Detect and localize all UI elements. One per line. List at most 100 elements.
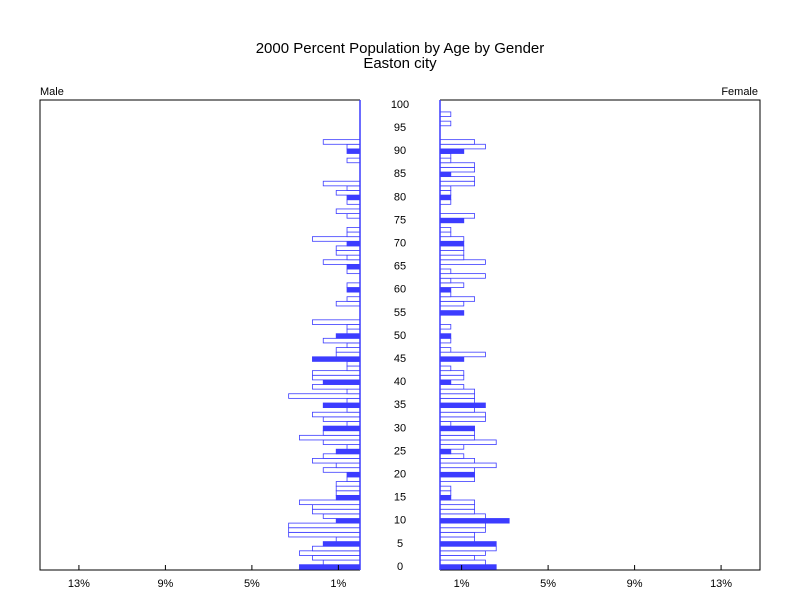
bar: [335, 250, 361, 256]
bar: [335, 536, 361, 542]
bar: [439, 245, 465, 251]
bar: [439, 250, 465, 256]
bar: [346, 240, 361, 247]
bar: [322, 337, 361, 344]
y-tick-label: 50: [394, 330, 406, 342]
bar: [439, 356, 465, 362]
y-tick-label: 45: [394, 353, 406, 365]
bar: [439, 402, 486, 409]
bar: [439, 259, 486, 265]
bar: [322, 425, 361, 432]
x-tick-label: 9%: [627, 578, 643, 590]
bar: [439, 351, 486, 358]
bar: [439, 231, 452, 238]
bar: [346, 143, 361, 150]
bar: [288, 522, 361, 529]
bar: [439, 148, 465, 154]
bar: [439, 490, 452, 496]
bar: [288, 393, 361, 399]
bar: [346, 476, 361, 482]
bar: [439, 176, 475, 182]
x-tick-label: 5%: [540, 578, 556, 590]
bar: [346, 227, 361, 233]
y-tick-label: 30: [394, 422, 406, 434]
bar: [439, 564, 497, 570]
bar: [322, 439, 361, 445]
bar: [346, 213, 361, 219]
bar: [439, 504, 475, 510]
bar: [346, 342, 361, 348]
bar: [312, 545, 361, 552]
bar: [439, 190, 452, 196]
panel-label: Male: [40, 86, 64, 98]
bar: [439, 143, 486, 150]
bar: [439, 416, 486, 422]
bar: [439, 111, 452, 117]
bar: [439, 171, 452, 178]
bar: [439, 397, 475, 404]
bar: [439, 407, 475, 413]
bar: [335, 485, 361, 492]
bar: [346, 407, 361, 413]
y-tick-label: 90: [394, 145, 406, 157]
y-tick-label: 70: [394, 238, 406, 250]
bar: [312, 384, 361, 390]
bar: [439, 162, 475, 168]
bar: [312, 319, 361, 325]
bar: [439, 337, 452, 344]
bar: [299, 564, 361, 570]
bar: [439, 379, 452, 385]
bar: [346, 157, 361, 164]
bar: [312, 356, 361, 362]
bar: [312, 236, 361, 242]
bar: [335, 333, 361, 339]
y-tick-label: 100: [391, 99, 409, 111]
bar: [439, 453, 465, 459]
bar: [439, 139, 475, 145]
bar: [335, 462, 361, 469]
bar: [312, 411, 361, 418]
x-tick-label: 1%: [330, 578, 346, 590]
bar: [335, 481, 361, 487]
x-tick-label: 1%: [454, 578, 470, 590]
bar: [439, 213, 475, 219]
bar: [439, 425, 475, 432]
y-tick-label: 10: [394, 515, 406, 527]
y-tick-label: 5: [397, 538, 403, 550]
bar: [439, 296, 475, 302]
bar: [439, 370, 465, 376]
bar: [335, 245, 361, 251]
bar: [439, 166, 475, 173]
bar: [439, 518, 510, 524]
bar: [322, 259, 361, 265]
x-tick-label: 9%: [157, 578, 173, 590]
bar: [299, 434, 361, 441]
bar: [346, 231, 361, 238]
bar: [439, 444, 465, 450]
bar: [335, 448, 361, 455]
bar: [335, 300, 361, 307]
bar: [439, 120, 452, 127]
bar: [288, 527, 361, 533]
bar: [439, 527, 486, 533]
bar: [439, 411, 486, 418]
bar: [346, 194, 361, 201]
bar: [439, 157, 452, 164]
bar: [439, 555, 475, 561]
bar: [439, 273, 486, 279]
bar: [439, 300, 465, 307]
bar: [439, 194, 452, 201]
bar: [439, 421, 452, 427]
bar: [312, 504, 361, 510]
y-tick-label: 95: [394, 122, 406, 134]
bar: [439, 310, 465, 316]
bar: [346, 421, 361, 427]
bar: [439, 458, 475, 464]
bar: [346, 444, 361, 450]
bar: [439, 333, 452, 339]
bar: [346, 365, 361, 372]
y-tick-label: 85: [394, 168, 406, 180]
bar: [299, 499, 361, 506]
bar: [322, 430, 361, 436]
